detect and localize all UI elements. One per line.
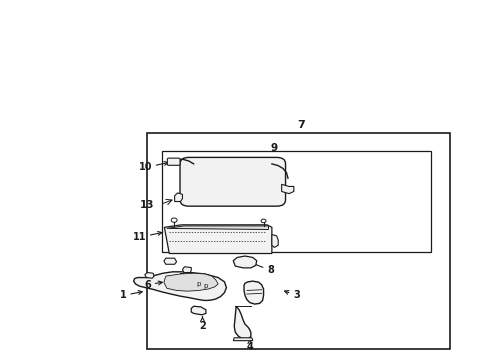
FancyBboxPatch shape: [180, 157, 286, 206]
Polygon shape: [164, 258, 176, 264]
Polygon shape: [234, 306, 251, 339]
Text: 7: 7: [297, 120, 305, 130]
Polygon shape: [191, 306, 206, 315]
Text: p: p: [204, 283, 208, 289]
Polygon shape: [244, 281, 264, 304]
Bar: [147, 134, 450, 348]
Polygon shape: [164, 273, 218, 291]
Polygon shape: [282, 184, 294, 194]
Polygon shape: [145, 273, 154, 278]
Text: 2: 2: [199, 317, 206, 331]
Text: 12: 12: [248, 188, 282, 204]
Text: 5: 5: [178, 273, 190, 283]
Text: 10: 10: [139, 162, 168, 172]
Polygon shape: [134, 272, 226, 301]
Text: p: p: [196, 281, 201, 287]
Bar: [162, 151, 431, 252]
Text: 1: 1: [120, 291, 142, 301]
Text: 9: 9: [271, 143, 278, 153]
Text: 4: 4: [246, 339, 253, 352]
Polygon shape: [233, 256, 257, 268]
Text: 3: 3: [285, 291, 299, 301]
Polygon shape: [164, 225, 272, 253]
Polygon shape: [167, 226, 269, 229]
Polygon shape: [182, 267, 191, 273]
Text: 11: 11: [133, 231, 162, 242]
Polygon shape: [233, 338, 253, 341]
Polygon shape: [174, 193, 182, 202]
FancyBboxPatch shape: [167, 158, 180, 165]
Text: 8: 8: [251, 262, 274, 275]
Text: 13: 13: [140, 200, 155, 210]
Text: 6: 6: [145, 280, 162, 290]
Polygon shape: [272, 234, 278, 247]
